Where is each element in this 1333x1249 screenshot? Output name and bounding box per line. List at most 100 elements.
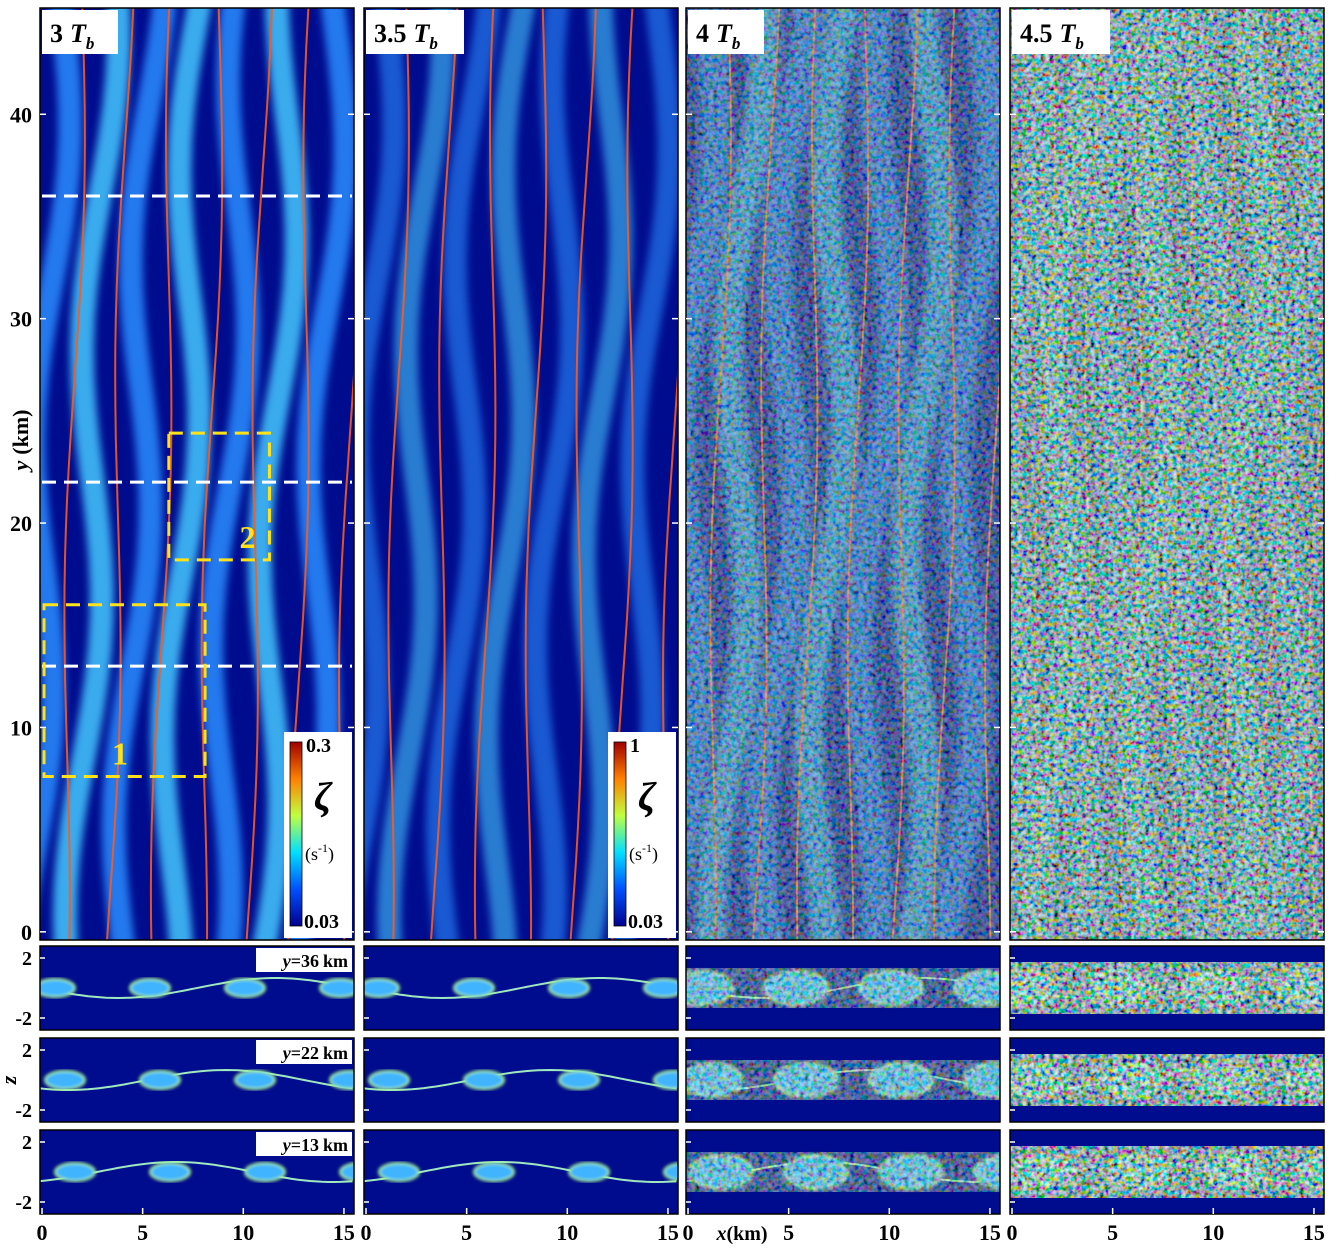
slice-vortices [54,1162,354,1182]
slice-vortices [378,1162,678,1182]
vortex-sheet [571,8,633,940]
y-tick-label: 20 [10,511,32,536]
x-axis-label: x(km) [715,1223,767,1245]
z-tick-label: -2 [15,1100,32,1122]
slice-frame [685,945,1001,1031]
slice-sheet [40,977,353,1000]
slice-turbulence [1010,1054,1324,1106]
panel-frame [363,7,679,941]
slice-turbulence [686,1060,1000,1100]
slice-vortex [54,1162,96,1182]
region-box [167,431,271,562]
filament [569,8,597,940]
slice-vortex [40,978,76,998]
slice-vortex [548,978,590,998]
panel [40,8,354,940]
slice-panel [686,946,1000,1030]
panel-label: 4.5 Tb [1020,19,1084,53]
colorbar-max: 0.3 [306,735,331,757]
filament [245,8,273,940]
slice-vortex [368,1070,410,1090]
slice-panel [1010,1038,1324,1122]
panel-time: 4.5 [1020,19,1053,48]
colorbar [289,741,303,927]
region-label: 1 [112,735,128,771]
slice-label: y=36 km [281,951,348,971]
colorbar-symbol: ζ [638,774,657,819]
panel-time: 3.5 [374,19,407,48]
slice-panel [40,946,354,1030]
x-tick-label: 10 [556,1220,578,1245]
slice-var: y [281,1043,292,1063]
slice-vortex [234,1070,276,1090]
filament [200,8,224,940]
slice-vortex [139,1070,181,1090]
filament [63,8,86,940]
slice-vortices [40,978,354,998]
panel [1010,8,1324,940]
slice-vortex [244,1162,286,1182]
slice-vortex [643,978,678,998]
slice-vortex [319,978,354,998]
unit-base: (s [305,844,318,865]
panel-time: 3 [50,19,63,48]
stripes [364,8,678,940]
slice-panel [686,1130,1000,1214]
slice-frame [1009,945,1325,1031]
slice-frame [363,945,679,1031]
y-axis-unit: (km) [8,410,33,455]
vortex-sheet [523,8,585,940]
colorbar-unit: (s-1) [629,841,658,865]
x-tick-label: 5 [461,1220,472,1245]
slice-vortex [663,1162,678,1182]
x-tick-label: 5 [137,1220,148,1245]
panel-label: 4 Tb [696,19,740,53]
unit-exponent: -1 [318,841,328,855]
region-label: 2 [239,519,255,555]
panel-time: 4 [696,19,709,48]
slice-vortex [129,978,171,998]
panel-subscript: b [1075,34,1084,53]
slice-panel [1010,946,1324,1030]
colorbar [613,741,627,927]
slice-vortex [149,1162,191,1182]
slice-vortex [224,978,266,998]
x-axis-unit: (km) [726,1223,767,1245]
filament [524,8,548,940]
slice-vortices [364,978,678,998]
x-tick-label: 15 [979,1220,1001,1245]
y-tick-label: 40 [10,102,32,127]
unit-close: ) [328,844,334,865]
panel-label: 3.5 Tb [374,19,438,53]
panel-subscript: b [429,34,438,53]
slice-frame [1009,1129,1325,1215]
slice-label-box [256,1132,352,1156]
slice-label-box [256,948,352,972]
slice-vortex [453,978,495,998]
slice-frame [39,945,355,1031]
x-tick-label: 10 [232,1220,254,1245]
slice-vortex [44,1070,86,1090]
slice-turbulence [686,1152,1000,1192]
filament [430,8,459,940]
slice-value: 13 [301,1135,319,1155]
vortex-sheet [247,8,309,940]
slice-label-box [256,1040,352,1064]
stripes [40,8,354,940]
panel-label-box [366,10,464,54]
panel-subscript: b [86,34,95,53]
slice-label: y=13 km [281,1135,348,1155]
slice-sheet [40,1068,353,1091]
colorbar-max: 1 [630,735,640,757]
slice-frame [685,1129,1001,1215]
x-axis-var: x [715,1223,726,1245]
z-tick-label: -2 [15,1192,32,1214]
slice-panel [1010,1130,1324,1214]
y-axis-var: y [8,460,33,473]
slice-value: 22 [301,1043,319,1063]
slice-vortex [558,1070,600,1090]
vortex-sheet [101,8,177,940]
slice-unit: km [323,1135,348,1155]
x-tick-label: 10 [878,1220,900,1245]
